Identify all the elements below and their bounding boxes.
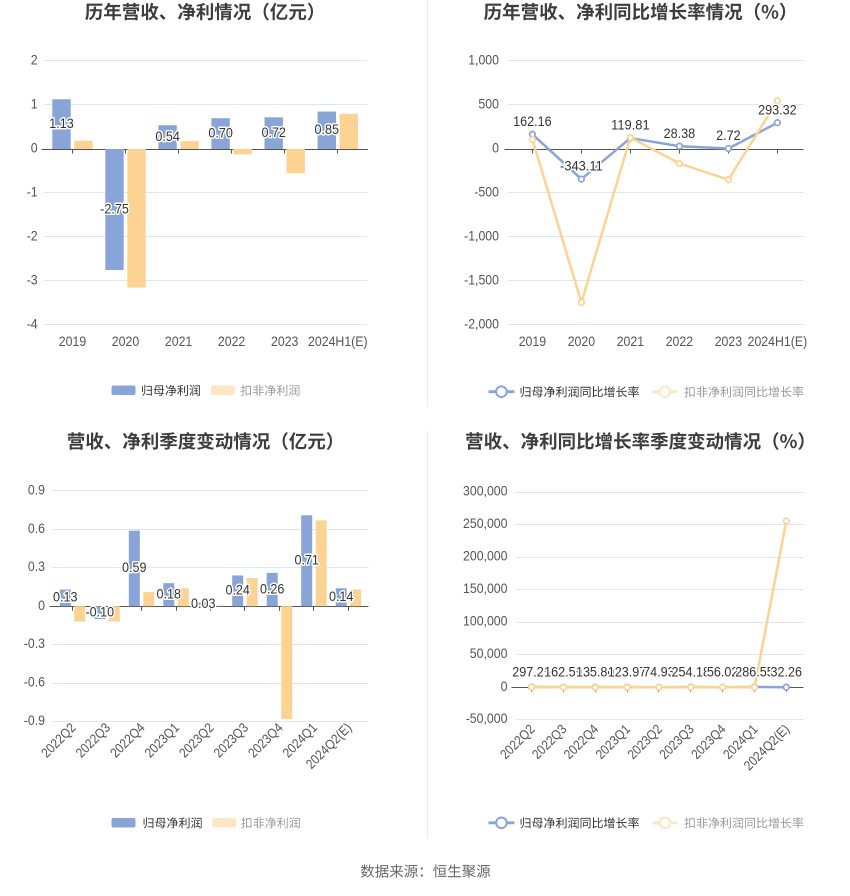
svg-text:2022Q3: 2022Q3 xyxy=(529,722,570,763)
svg-text:74.93: 74.93 xyxy=(643,663,675,679)
svg-text:2023Q3: 2023Q3 xyxy=(211,720,252,761)
svg-text:2023Q4: 2023Q4 xyxy=(245,720,286,761)
svg-text:2023: 2023 xyxy=(715,333,743,349)
svg-text:2023Q1: 2023Q1 xyxy=(593,722,634,763)
svg-text:-50,000: -50,000 xyxy=(466,710,508,726)
svg-text:119.81: 119.81 xyxy=(611,117,650,133)
svg-text:0.72: 0.72 xyxy=(261,124,286,140)
svg-text:2019: 2019 xyxy=(59,333,87,349)
svg-text:0.03: 0.03 xyxy=(191,595,216,611)
svg-text:100,000: 100,000 xyxy=(463,613,508,629)
svg-text:162.59: 162.59 xyxy=(544,663,583,679)
svg-text:-500: -500 xyxy=(474,183,499,199)
svg-text:0.9: 0.9 xyxy=(28,481,45,497)
svg-text:-2: -2 xyxy=(27,227,38,243)
svg-text:2022Q2: 2022Q2 xyxy=(497,722,538,763)
svg-text:0.18: 0.18 xyxy=(157,586,182,602)
svg-text:-2,000: -2,000 xyxy=(464,315,499,331)
svg-text:2.72: 2.72 xyxy=(716,127,741,143)
svg-text:254.18: 254.18 xyxy=(672,663,711,679)
svg-text:-0.10: -0.10 xyxy=(85,603,114,619)
svg-text:2023: 2023 xyxy=(271,333,299,349)
svg-text:135.80: 135.80 xyxy=(576,663,615,679)
svg-text:2023Q2: 2023Q2 xyxy=(625,722,666,763)
svg-text:-4: -4 xyxy=(27,315,38,331)
svg-text:-2.75: -2.75 xyxy=(100,200,129,216)
svg-text:0: 0 xyxy=(501,678,508,694)
svg-text:2024H1(E): 2024H1(E) xyxy=(748,333,808,349)
svg-text:286.55: 286.55 xyxy=(735,663,774,679)
svg-text:-343.11: -343.11 xyxy=(560,158,603,174)
svg-text:-0.3: -0.3 xyxy=(24,635,45,651)
svg-text:500: 500 xyxy=(478,95,499,111)
svg-text:-0.6: -0.6 xyxy=(24,674,45,690)
svg-text:2021: 2021 xyxy=(165,333,193,349)
svg-text:2022Q4: 2022Q4 xyxy=(107,720,148,761)
svg-text:0.3: 0.3 xyxy=(28,558,45,574)
svg-text:0.54: 0.54 xyxy=(155,128,180,144)
svg-text:2019: 2019 xyxy=(519,333,547,349)
svg-text:2023Q4: 2023Q4 xyxy=(688,721,729,762)
svg-text:2022: 2022 xyxy=(218,333,246,349)
svg-text:0: 0 xyxy=(31,140,38,156)
svg-text:2022Q4: 2022Q4 xyxy=(561,721,602,762)
svg-text:1.13: 1.13 xyxy=(49,115,74,131)
svg-text:0.14: 0.14 xyxy=(329,588,354,604)
svg-text:297.25: 297.25 xyxy=(512,663,551,679)
svg-text:0: 0 xyxy=(38,597,45,613)
svg-text:2020: 2020 xyxy=(568,333,596,349)
svg-text:200,000: 200,000 xyxy=(463,548,508,564)
svg-text:-0.9: -0.9 xyxy=(24,712,45,728)
svg-text:2023Q3: 2023Q3 xyxy=(656,722,697,763)
svg-text:250,000: 250,000 xyxy=(463,515,508,531)
svg-text:2021: 2021 xyxy=(617,333,645,349)
svg-text:-1,500: -1,500 xyxy=(464,271,499,287)
svg-text:2: 2 xyxy=(31,51,38,67)
svg-text:2022Q3: 2022Q3 xyxy=(73,720,114,761)
svg-text:150,000: 150,000 xyxy=(463,580,508,596)
svg-text:0.13: 0.13 xyxy=(53,589,78,605)
svg-text:-3: -3 xyxy=(27,271,38,287)
svg-text:0.70: 0.70 xyxy=(208,124,233,140)
svg-text:162.16: 162.16 xyxy=(513,113,552,129)
svg-text:-1: -1 xyxy=(27,183,38,199)
svg-text:300,000: 300,000 xyxy=(463,483,508,499)
svg-text:293.32: 293.32 xyxy=(758,101,797,117)
svg-text:2020: 2020 xyxy=(112,333,140,349)
svg-text:56.02: 56.02 xyxy=(707,663,739,679)
svg-text:2022: 2022 xyxy=(666,333,694,349)
svg-text:2023Q1: 2023Q1 xyxy=(142,720,183,761)
svg-text:123.97: 123.97 xyxy=(608,663,647,679)
svg-text:1: 1 xyxy=(31,95,38,111)
svg-text:0.59: 0.59 xyxy=(122,559,147,575)
svg-text:2024H1(E): 2024H1(E) xyxy=(308,333,368,349)
svg-text:0.85: 0.85 xyxy=(315,121,340,137)
svg-text:28.38: 28.38 xyxy=(664,125,696,141)
svg-text:0.6: 0.6 xyxy=(28,520,45,536)
svg-text:32.26: 32.26 xyxy=(771,663,803,679)
svg-text:2023Q2: 2023Q2 xyxy=(176,720,217,761)
svg-text:0.71: 0.71 xyxy=(294,552,319,568)
svg-text:0: 0 xyxy=(492,140,499,156)
svg-text:1,000: 1,000 xyxy=(468,51,499,67)
svg-text:-1,000: -1,000 xyxy=(464,227,499,243)
svg-text:0.26: 0.26 xyxy=(260,580,285,596)
svg-text:0.24: 0.24 xyxy=(225,582,250,598)
svg-text:50,000: 50,000 xyxy=(470,645,508,661)
